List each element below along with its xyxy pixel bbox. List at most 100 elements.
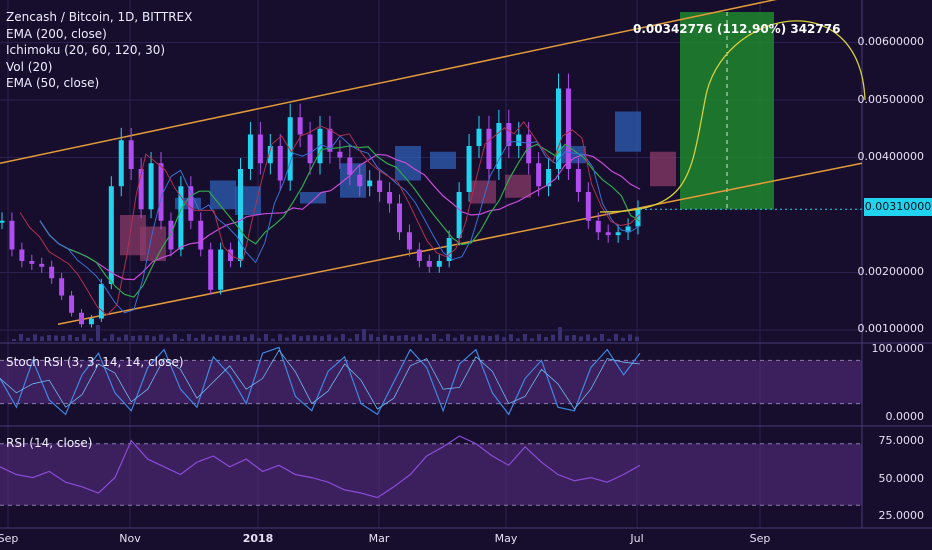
current-price-tag: 0.00310000 bbox=[864, 198, 932, 216]
candle-body bbox=[575, 169, 581, 192]
rsi-line bbox=[0, 435, 641, 499]
volume-bar bbox=[299, 336, 303, 341]
measure-label: 0.00342776 (112.90%) 342776 bbox=[633, 22, 841, 36]
ichimoku-cloud-block-8 bbox=[430, 151, 456, 169]
volume-bar bbox=[152, 336, 156, 341]
stoch-d-line bbox=[0, 349, 641, 410]
price-label-0005: 0.00500000 bbox=[857, 93, 924, 106]
volume-bar bbox=[96, 325, 100, 341]
volume-bar bbox=[33, 334, 37, 341]
volume-bar bbox=[229, 335, 233, 341]
candle-body bbox=[188, 186, 194, 221]
candle-body bbox=[0, 220, 5, 223]
volume-bar bbox=[159, 334, 163, 341]
rsi-title[interactable]: RSI (14, close) bbox=[6, 436, 93, 450]
rsi-label-75: 75.0000 bbox=[878, 434, 925, 447]
candle-body bbox=[148, 163, 154, 210]
candle-body bbox=[198, 220, 204, 250]
volume-bar bbox=[82, 334, 86, 341]
symbol-title[interactable]: Zencash / Bitcoin, 1D, BITTREX bbox=[6, 10, 193, 24]
candle-body bbox=[496, 123, 502, 169]
candle-body bbox=[536, 163, 542, 187]
candle-body bbox=[327, 128, 333, 152]
volume-bar bbox=[264, 334, 268, 341]
volume-bar bbox=[278, 334, 282, 341]
volume-bar bbox=[313, 335, 317, 341]
candle-body bbox=[357, 174, 363, 187]
volume-bar bbox=[432, 334, 436, 341]
stoch-label-100: 100.0000 bbox=[871, 342, 925, 355]
candle-body bbox=[257, 134, 263, 164]
indicator-volume[interactable]: Vol (20) bbox=[6, 59, 53, 74]
volume-bar bbox=[61, 335, 65, 341]
volume-bar bbox=[439, 338, 443, 341]
candle-body bbox=[456, 192, 462, 238]
time-label-may: May bbox=[494, 532, 518, 545]
indicator-ema50[interactable]: EMA (50, close) bbox=[6, 76, 100, 90]
price-label-0001: 0.00100000 bbox=[857, 322, 924, 335]
candle-body bbox=[79, 312, 84, 325]
candle-body bbox=[605, 232, 611, 236]
candle-body bbox=[307, 134, 313, 164]
volume-bar bbox=[124, 334, 128, 341]
volume-bar bbox=[54, 335, 58, 341]
volume-bar bbox=[103, 338, 107, 341]
candle-body bbox=[19, 249, 25, 261]
price-label-0006: 0.00600000 bbox=[857, 35, 924, 48]
candle-body bbox=[526, 134, 532, 164]
ichimoku-cloud-block-7 bbox=[395, 146, 421, 181]
time-label-sep-2: Sep bbox=[749, 532, 771, 545]
volume-bar bbox=[530, 338, 534, 341]
volume-bar bbox=[271, 338, 275, 341]
candle-body bbox=[168, 220, 174, 250]
volume-bar bbox=[257, 338, 261, 341]
candle-body bbox=[178, 186, 184, 250]
candle-body bbox=[595, 220, 601, 233]
volume-bar bbox=[369, 334, 373, 341]
volume-bar bbox=[404, 334, 408, 341]
volume-bar bbox=[194, 337, 198, 341]
volume-bar bbox=[145, 335, 149, 341]
volume-bar bbox=[572, 335, 576, 341]
volume-bar bbox=[411, 336, 415, 341]
volume-bar bbox=[537, 334, 541, 341]
candle-body bbox=[625, 226, 631, 233]
candle-body bbox=[277, 146, 283, 181]
candle-body bbox=[228, 249, 234, 261]
volume-bar bbox=[523, 334, 527, 341]
volume-bar bbox=[565, 335, 569, 341]
indicator-ichimoku[interactable]: Ichimoku (20, 60, 120, 30) bbox=[6, 43, 166, 57]
volume-bar bbox=[47, 335, 51, 341]
volume-bar bbox=[40, 336, 44, 341]
price-label-0002: 0.00200000 bbox=[857, 265, 924, 278]
stoch-rsi-title[interactable]: Stoch RSI (3, 3, 14, 14, close) bbox=[6, 355, 184, 369]
volume-bar bbox=[418, 334, 422, 341]
ema200-line bbox=[39, 153, 641, 281]
candle-body bbox=[287, 117, 293, 181]
volume-bar bbox=[635, 336, 639, 341]
price-label-0004: 0.00400000 bbox=[857, 150, 924, 163]
volume-bar bbox=[110, 334, 114, 341]
indicator-ema200[interactable]: EMA (200, close) bbox=[6, 26, 107, 41]
candle-body bbox=[486, 128, 492, 169]
candle-body bbox=[506, 123, 512, 146]
ichimoku-cloud-block-5 bbox=[300, 192, 326, 204]
candle-body bbox=[565, 88, 571, 169]
candle-body bbox=[397, 203, 402, 233]
candle-body bbox=[297, 117, 303, 135]
candle-body bbox=[337, 151, 343, 158]
volume-bar bbox=[376, 336, 380, 341]
volume-bar bbox=[166, 337, 170, 341]
candle-body bbox=[416, 249, 422, 261]
candle-body bbox=[59, 278, 65, 296]
volume-bar bbox=[593, 337, 597, 341]
stoch-band bbox=[0, 360, 862, 404]
candle-body bbox=[436, 261, 442, 267]
volume-bar bbox=[131, 336, 135, 341]
time-label-jul: Jul bbox=[630, 532, 644, 545]
volume-bar bbox=[89, 338, 93, 341]
volume-bar bbox=[460, 334, 464, 341]
candle-body bbox=[98, 284, 104, 319]
time-label-2018: 2018 bbox=[242, 532, 274, 545]
